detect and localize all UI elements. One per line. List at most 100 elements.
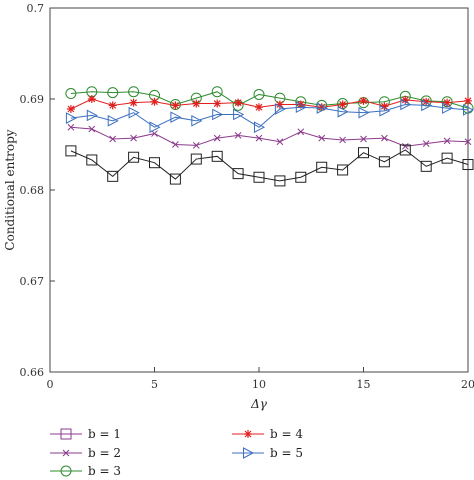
data-point bbox=[213, 134, 221, 142]
plot-border bbox=[49, 7, 469, 373]
data-point bbox=[192, 142, 200, 149]
data-point bbox=[255, 103, 263, 112]
data-point bbox=[464, 138, 472, 146]
x-tick-label: 15 bbox=[357, 378, 371, 391]
series-line bbox=[70, 103, 469, 128]
legend-label: b = 4 bbox=[270, 427, 303, 441]
data-point bbox=[107, 87, 119, 99]
data-point bbox=[380, 102, 389, 111]
data-point bbox=[107, 170, 119, 182]
data-point bbox=[65, 112, 77, 124]
data-point bbox=[381, 134, 388, 142]
legend-marker bbox=[243, 447, 255, 459]
y-tick-label: 0.69 bbox=[20, 93, 45, 106]
legend-entry: b = 5 bbox=[232, 446, 303, 460]
data-point bbox=[422, 97, 431, 106]
data-point bbox=[212, 108, 224, 121]
data-point bbox=[422, 140, 430, 147]
y-tick-label: 0.7 bbox=[27, 2, 45, 15]
data-point bbox=[213, 99, 222, 108]
data-point bbox=[400, 98, 412, 111]
data-point bbox=[149, 157, 160, 169]
x-axis-label: Δγ bbox=[250, 397, 268, 411]
data-point bbox=[86, 154, 98, 166]
data-point bbox=[295, 171, 307, 183]
plot-frame bbox=[49, 7, 469, 373]
legend-marker bbox=[244, 430, 252, 438]
legend-marker bbox=[62, 449, 70, 457]
x-tick-label: 20 bbox=[461, 378, 474, 391]
data-point bbox=[128, 151, 140, 163]
legend-label: b = 5 bbox=[270, 446, 303, 460]
data-point bbox=[151, 130, 158, 137]
series-4 bbox=[66, 95, 472, 114]
legend-label: b = 1 bbox=[88, 427, 121, 441]
legend-entry: b = 4 bbox=[232, 427, 303, 441]
data-point bbox=[211, 150, 223, 162]
data-point bbox=[274, 103, 286, 115]
data-point bbox=[128, 86, 140, 98]
data-point bbox=[150, 97, 159, 106]
data-point bbox=[338, 100, 347, 109]
data-point bbox=[233, 108, 245, 121]
legend-entry: b = 1 bbox=[50, 427, 121, 441]
data-point bbox=[462, 159, 474, 171]
data-point bbox=[172, 141, 179, 148]
data-point bbox=[88, 125, 96, 133]
data-point bbox=[359, 96, 368, 105]
series-line bbox=[70, 126, 469, 147]
data-point bbox=[443, 137, 451, 145]
data-point bbox=[170, 111, 182, 124]
data-point bbox=[442, 102, 454, 114]
data-point bbox=[234, 132, 242, 139]
series-layer bbox=[65, 86, 474, 187]
y-tick-label: 0.68 bbox=[20, 184, 45, 197]
data-point bbox=[399, 144, 411, 156]
data-point bbox=[86, 109, 98, 122]
data-point bbox=[129, 98, 138, 107]
data-point bbox=[318, 134, 326, 142]
data-point bbox=[295, 101, 307, 114]
data-point bbox=[109, 135, 117, 143]
data-point bbox=[358, 106, 370, 119]
data-point bbox=[232, 168, 244, 180]
data-point bbox=[337, 164, 349, 176]
legend-label: b = 3 bbox=[88, 464, 121, 478]
legend-entry: b = 2 bbox=[50, 446, 121, 460]
data-point bbox=[108, 101, 117, 110]
data-point bbox=[254, 121, 266, 134]
x-tick-label: 5 bbox=[151, 378, 158, 391]
data-point bbox=[443, 98, 452, 107]
data-point bbox=[420, 160, 432, 172]
data-point bbox=[441, 152, 453, 164]
data-point bbox=[107, 115, 119, 127]
y-axis-ticks: 0.66 0.67 0.68 0.69 0.7 bbox=[20, 2, 55, 379]
data-point bbox=[401, 142, 409, 150]
data-point bbox=[275, 100, 284, 109]
legend-marker bbox=[60, 428, 72, 440]
series-2 bbox=[65, 144, 474, 187]
data-point bbox=[211, 86, 223, 98]
data-point bbox=[130, 134, 137, 142]
data-point bbox=[274, 175, 286, 187]
legend-label: b = 2 bbox=[88, 446, 121, 460]
legend-entry: b = 3 bbox=[50, 464, 121, 478]
data-point bbox=[316, 102, 328, 114]
x-tick-label: 10 bbox=[252, 378, 266, 391]
data-point bbox=[192, 99, 201, 108]
data-point bbox=[339, 136, 346, 144]
data-point bbox=[128, 106, 140, 119]
data-point bbox=[65, 145, 77, 157]
data-point bbox=[190, 153, 202, 165]
data-point bbox=[255, 134, 263, 142]
data-point bbox=[379, 105, 391, 117]
x-tick-label: 0 bbox=[47, 378, 54, 391]
series-3 bbox=[65, 86, 474, 114]
data-point bbox=[297, 128, 305, 136]
data-point bbox=[171, 101, 180, 110]
data-point bbox=[337, 105, 349, 118]
data-point bbox=[317, 103, 326, 112]
data-point bbox=[358, 147, 369, 159]
data-point bbox=[360, 135, 367, 143]
